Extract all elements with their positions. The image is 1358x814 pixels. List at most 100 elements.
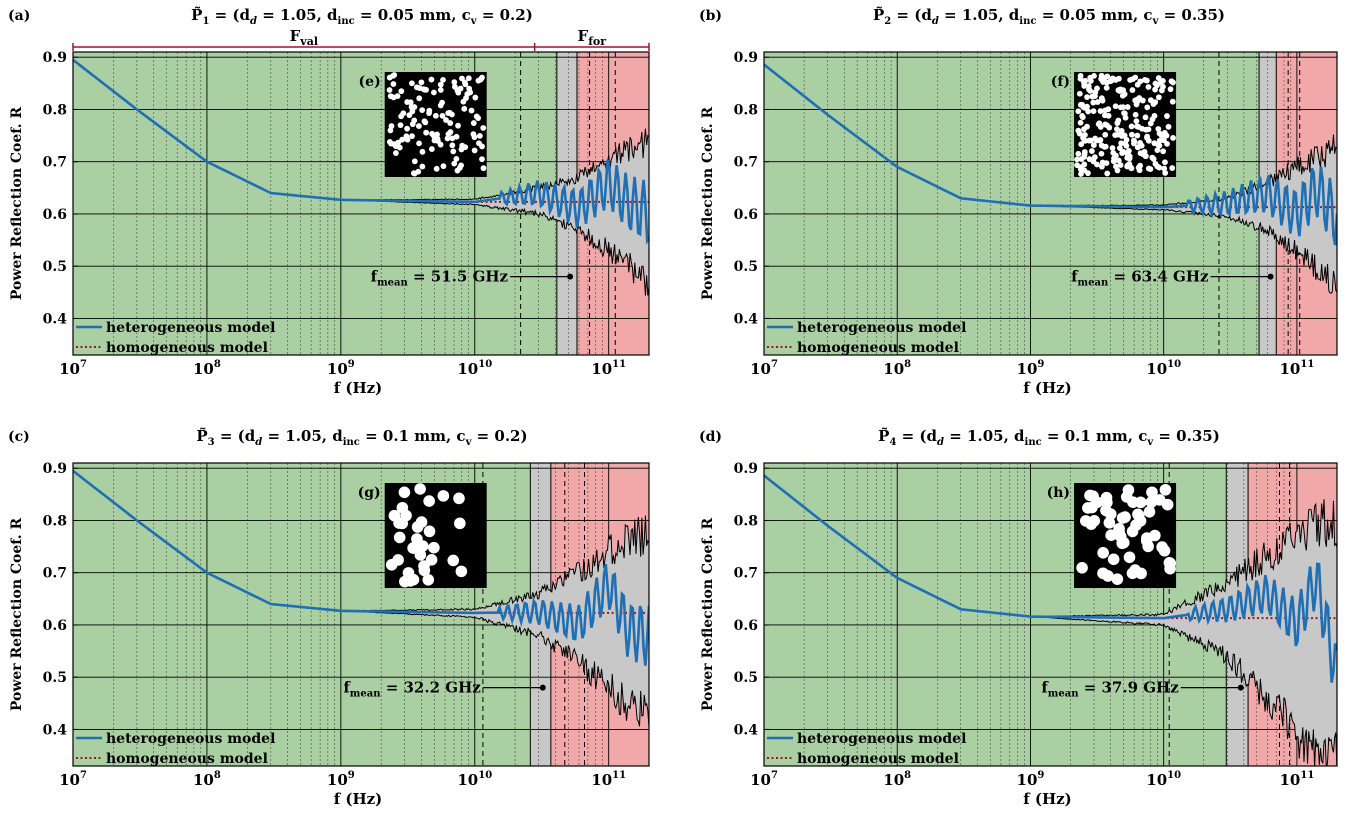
inclusion-circle xyxy=(1090,142,1097,148)
inclusion-circle xyxy=(432,112,439,119)
uncertainty-envelope xyxy=(1030,499,1337,766)
inclusion-circle xyxy=(396,144,403,151)
inclusion-circle xyxy=(1129,87,1136,93)
inclusion-circle xyxy=(397,122,404,129)
inclusion-circle xyxy=(440,76,446,83)
inclusion-circle xyxy=(1112,163,1119,170)
plot-area xyxy=(73,52,649,355)
inclusion-circle xyxy=(1087,490,1099,502)
y-tick-label: 0.4 xyxy=(43,722,68,738)
inclusion-circle xyxy=(458,146,465,153)
panel-label: (b) xyxy=(699,8,722,24)
x-tick-label: 109 xyxy=(1017,770,1045,789)
inclusion-circle xyxy=(433,165,440,172)
inclusion-circle xyxy=(392,150,399,156)
uncertainty-envelope xyxy=(340,515,649,728)
legend-label-homogeneous: homogeneous model xyxy=(797,751,959,767)
inclusion-circle xyxy=(1121,132,1128,139)
inclusion-circle xyxy=(1091,72,1097,79)
inclusion-circle xyxy=(1137,162,1144,169)
inclusion-circle xyxy=(1162,159,1168,166)
inclusion-circle xyxy=(1169,165,1176,171)
inclusion-circle xyxy=(431,137,438,144)
x-tick-label: 108 xyxy=(883,359,911,378)
inclusion-circle xyxy=(408,104,415,110)
inclusion-circle xyxy=(1102,121,1109,128)
inclusion-circle xyxy=(1122,484,1135,496)
inclusion-circle xyxy=(475,115,482,121)
inclusion-circle xyxy=(437,81,444,88)
inclusion-circle xyxy=(1161,165,1168,172)
inclusion-circle xyxy=(390,94,397,101)
inclusion-circle xyxy=(1084,103,1090,110)
inclusion-circle xyxy=(418,79,425,86)
inclusion-circle xyxy=(455,565,468,578)
inclusion-circle xyxy=(447,554,460,567)
inclusion-circle xyxy=(1164,113,1170,119)
inclusion-circle xyxy=(1134,496,1147,509)
x-tick-label: 108 xyxy=(883,770,911,789)
inclusion-circle xyxy=(470,131,477,138)
inclusion-circle xyxy=(404,125,410,132)
inset-label: (g) xyxy=(358,485,381,501)
panel-label: (d) xyxy=(699,429,722,445)
inclusion-circle xyxy=(1126,567,1139,580)
inclusion-circle xyxy=(1081,151,1088,158)
x-tick-label: 1010 xyxy=(457,359,492,378)
f-mean-label: fmean = 51.5 GHz xyxy=(371,268,509,289)
inclusion-circle xyxy=(1134,515,1147,527)
microstructure-inset xyxy=(384,483,487,588)
panel-label: (a) xyxy=(8,8,30,24)
inclusion-circle xyxy=(419,163,426,170)
inclusion-circle xyxy=(1079,113,1086,119)
f-mean-marker xyxy=(539,684,546,691)
inclusion-circle xyxy=(1119,92,1126,99)
inclusion-circle xyxy=(1084,94,1090,101)
inclusion-circle xyxy=(400,509,412,522)
inclusion-circle xyxy=(1082,502,1094,514)
f-mean-label: fmean = 63.4 GHz xyxy=(1071,268,1209,289)
inclusion-circle xyxy=(1118,127,1125,134)
legend-label-heterogeneous: heterogeneous model xyxy=(797,320,966,336)
x-tick-label: 1010 xyxy=(1146,359,1181,378)
legend-label-heterogeneous: heterogeneous model xyxy=(106,320,275,336)
inclusion-circle xyxy=(398,113,405,120)
inclusion-circle xyxy=(386,87,393,93)
y-axis-label: Power Reflection Coef. R xyxy=(700,517,716,711)
inclusion-circle xyxy=(468,107,475,114)
inclusion-circle xyxy=(451,160,458,167)
y-tick-label: 0.8 xyxy=(43,102,67,118)
inclusion-circle xyxy=(1121,110,1128,117)
inclusion-circle xyxy=(1164,562,1176,575)
y-tick-label: 0.7 xyxy=(43,566,67,582)
inclusion-circle xyxy=(462,79,468,86)
inclusion-circle xyxy=(1154,147,1161,154)
inclusion-circle xyxy=(386,74,393,81)
heterogeneous-series-line xyxy=(73,469,649,666)
inclusion-circle xyxy=(1077,119,1084,126)
inclusion-circle xyxy=(1154,163,1161,170)
x-tick-label: 107 xyxy=(750,770,778,789)
inclusion-circle xyxy=(1169,98,1176,105)
inclusion-circle xyxy=(428,146,435,152)
f-mean-label: fmean = 37.9 GHz xyxy=(1041,679,1179,700)
inclusion-circle xyxy=(1117,162,1124,168)
inclusion-circle xyxy=(1076,561,1088,574)
panel-title: P̃1 = (dd = 1.05, dinc = 0.05 mm, cv = 0… xyxy=(191,6,533,27)
y-axis-label: Power Reflection Coef. R xyxy=(700,106,716,300)
inclusion-circle xyxy=(470,120,477,126)
inclusion-circle xyxy=(1149,154,1156,161)
f-mean-label: fmean = 32.2 GHz xyxy=(343,679,481,700)
inclusion-circle xyxy=(1075,108,1082,115)
inclusion-circle xyxy=(428,541,440,554)
inclusion-circle xyxy=(1126,153,1133,160)
y-tick-label: 0.8 xyxy=(43,513,67,529)
inclusion-circle xyxy=(1155,126,1162,132)
inclusion-circle xyxy=(387,127,394,134)
inclusion-circle xyxy=(1156,541,1168,553)
inclusion-circle xyxy=(1143,505,1156,518)
inclusion-circle xyxy=(1112,103,1119,110)
inclusion-circle xyxy=(461,105,468,112)
inclusion-circle xyxy=(395,139,401,146)
y-tick-label: 0.6 xyxy=(43,207,67,223)
